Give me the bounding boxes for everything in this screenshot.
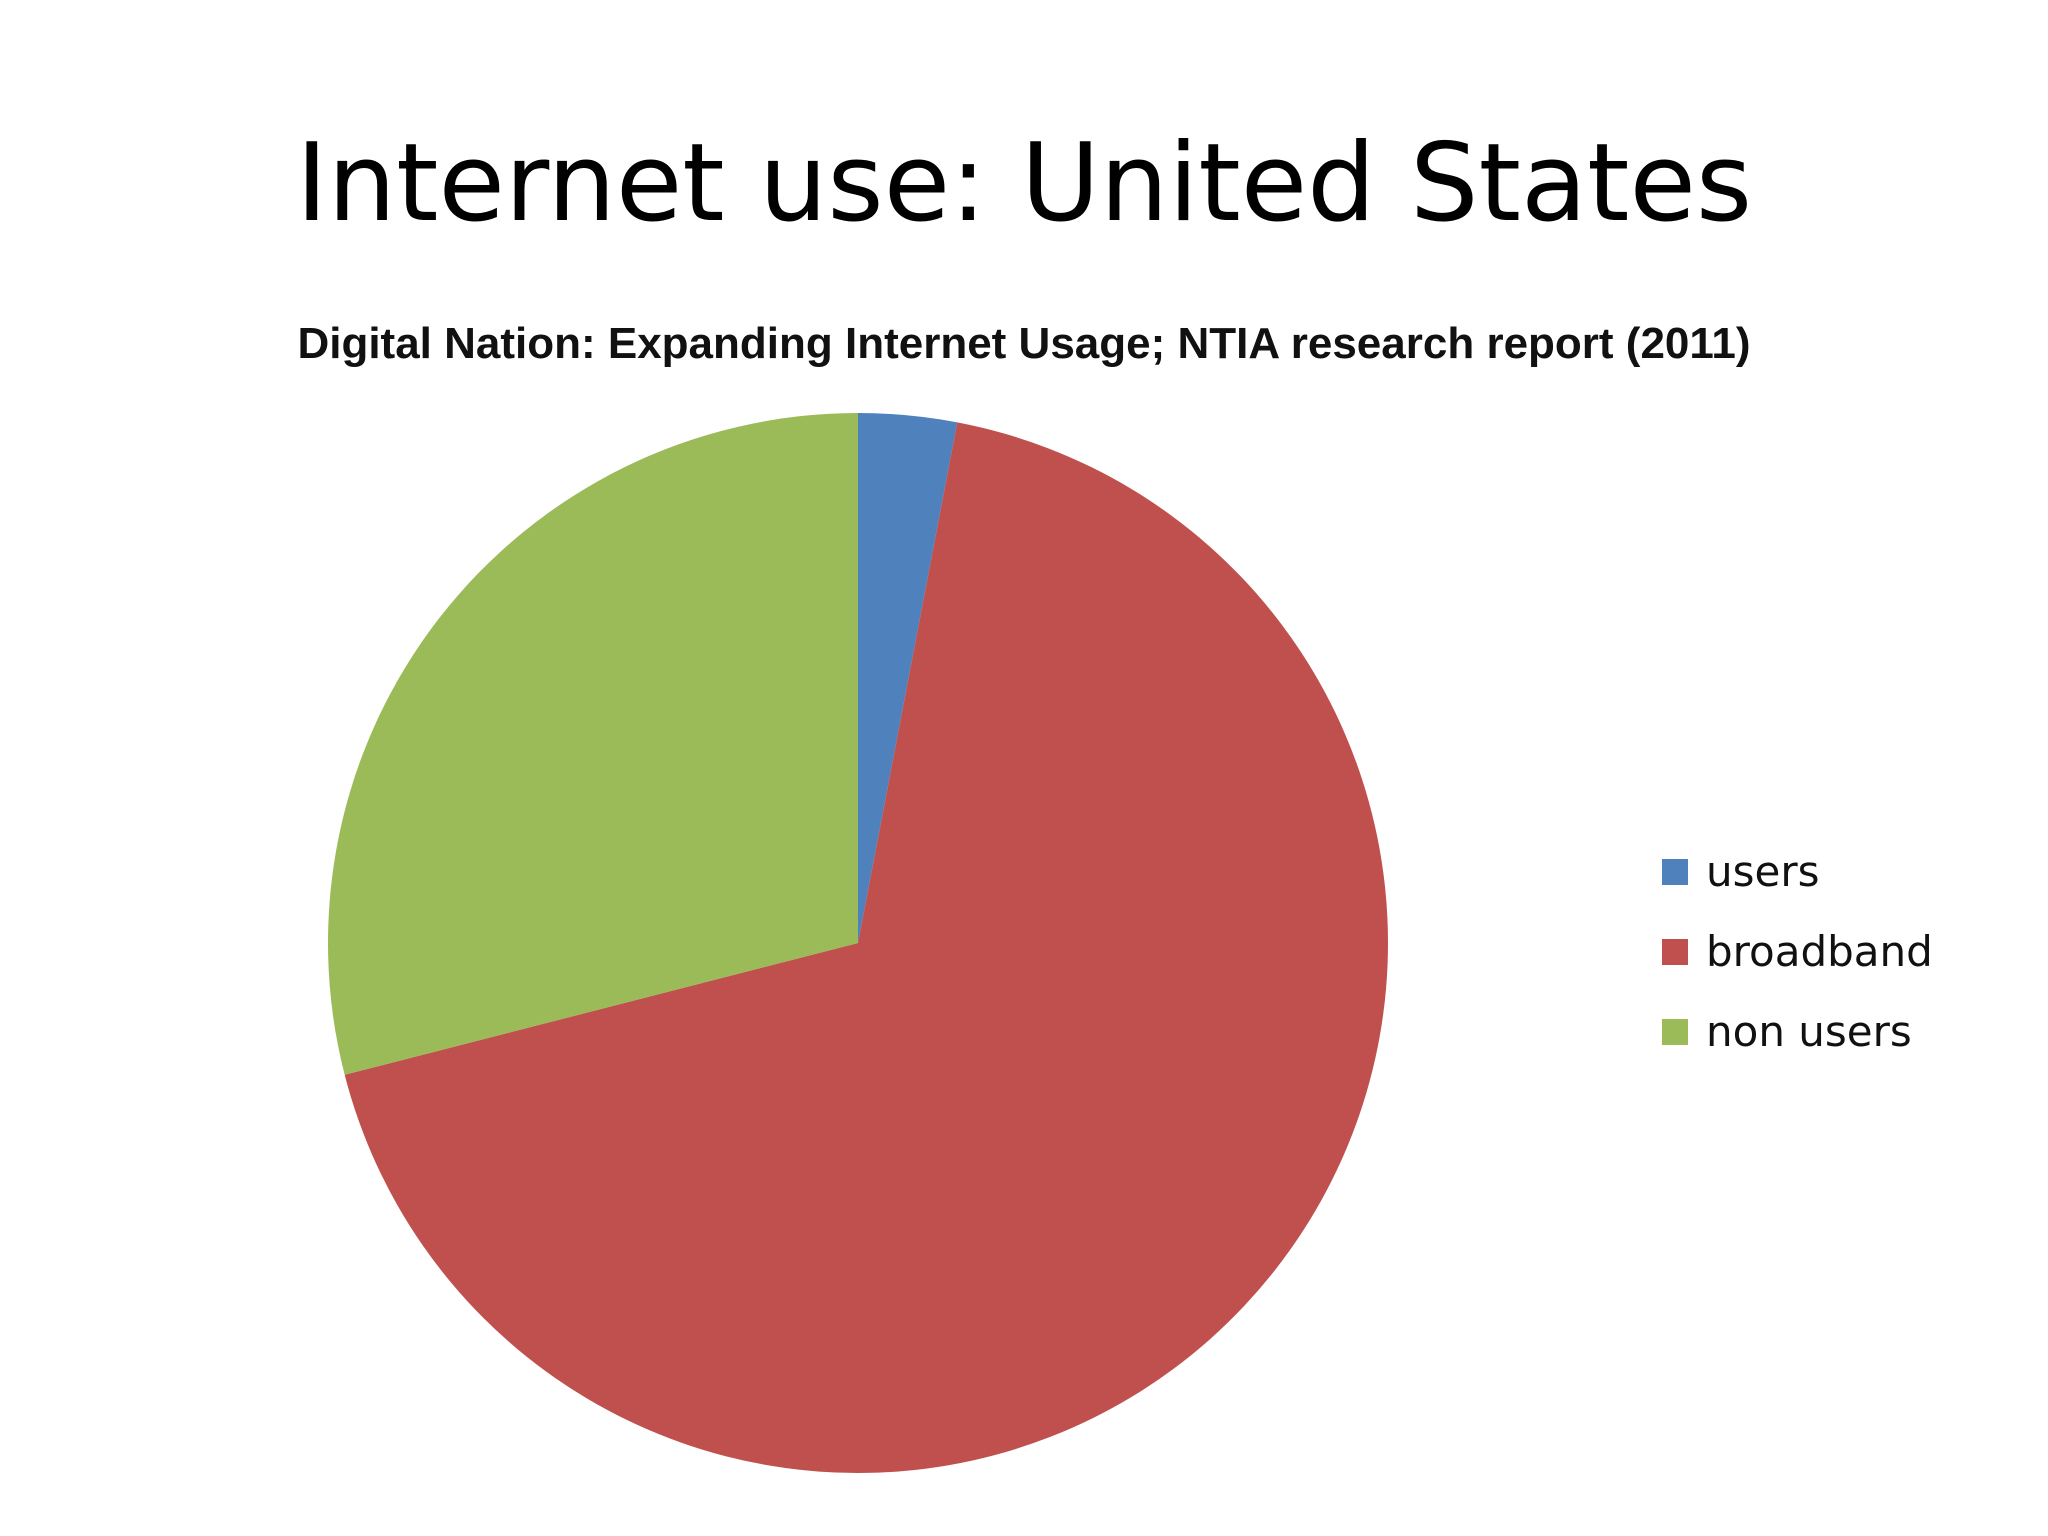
legend-item-broadband: broadband xyxy=(1662,912,1933,992)
legend-swatch-non-users xyxy=(1662,1019,1688,1045)
pie-slice-non-users xyxy=(327,413,858,1075)
slide-title: Internet use: United States xyxy=(295,121,1753,246)
chart-title: Digital Nation: Expanding Internet Usage… xyxy=(297,319,1751,368)
legend-swatch-users xyxy=(1662,859,1688,885)
legend-item-non-users: non users xyxy=(1662,992,1933,1072)
legend-label-broadband: broadband xyxy=(1706,927,1933,976)
legend-swatch-broadband xyxy=(1662,939,1688,965)
legend: users broadband non users xyxy=(1662,832,1933,1072)
legend-item-users: users xyxy=(1662,832,1933,912)
pie-slice-broadband xyxy=(344,422,1388,1474)
pie-slice-users xyxy=(858,413,958,943)
legend-label-non-users: non users xyxy=(1706,1007,1912,1056)
legend-label-users: users xyxy=(1706,847,1820,896)
